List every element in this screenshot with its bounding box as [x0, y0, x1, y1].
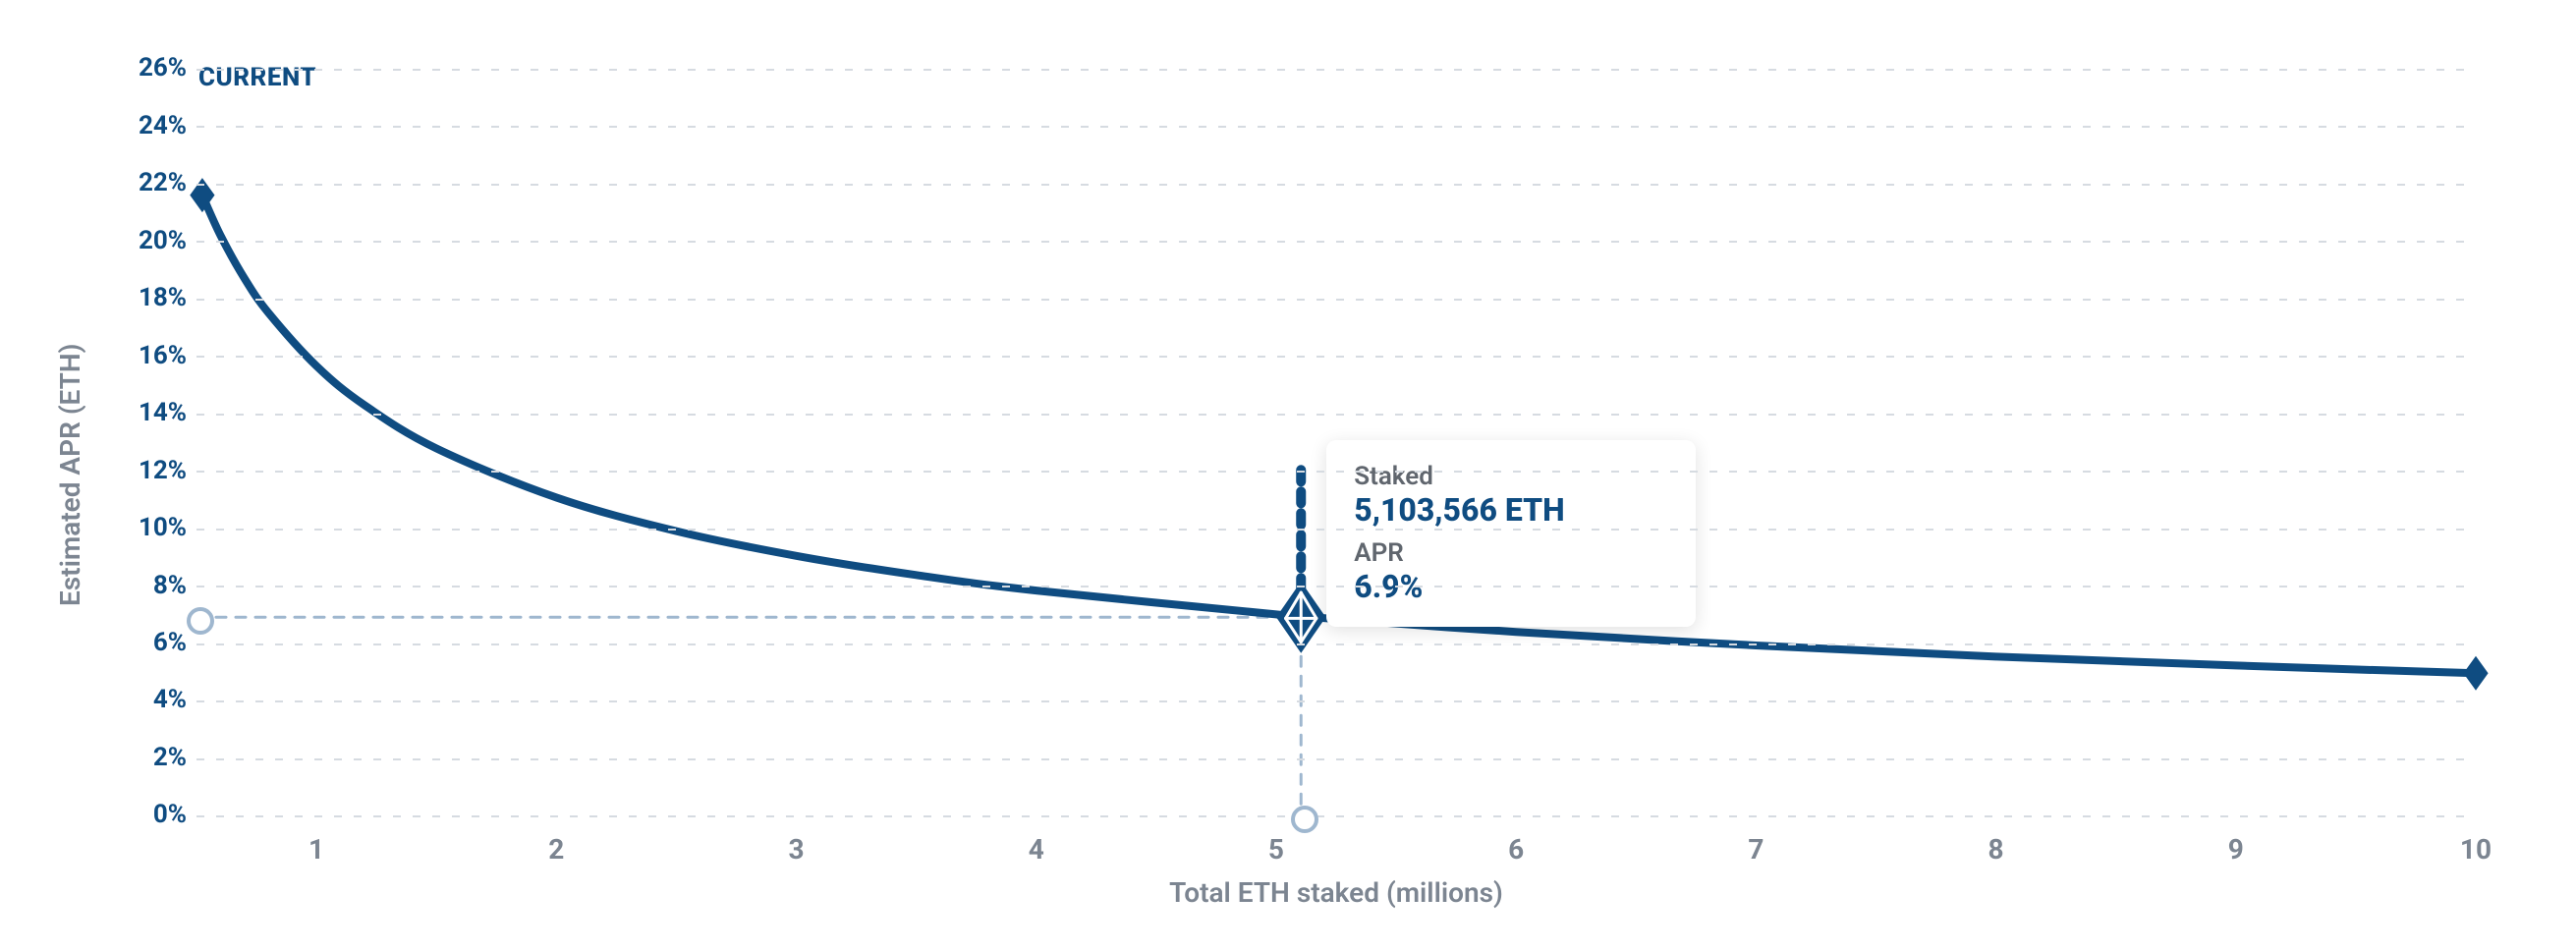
- y-tick-label: 6%: [118, 628, 187, 657]
- y-tick-label: 8%: [118, 571, 187, 600]
- gridline-h: [196, 758, 2476, 760]
- tooltip-staked-label: Staked: [1354, 462, 1668, 491]
- gridline-h: [196, 815, 2476, 817]
- y-tick-label: 14%: [118, 398, 187, 427]
- x-axis-title: Total ETH staked (millions): [1120, 876, 1552, 909]
- gridline-h: [196, 529, 2476, 531]
- x-tick-label: 8: [1957, 833, 2036, 866]
- x-tick-label: 1: [277, 833, 356, 866]
- y-tick-label: 26%: [118, 53, 187, 83]
- x-tick-label: 5: [1237, 833, 1316, 866]
- gridline-h: [196, 643, 2476, 645]
- gridline-h: [196, 241, 2476, 243]
- y-tick-label: 10%: [118, 513, 187, 542]
- y-tick-label: 4%: [118, 685, 187, 714]
- x-tick-label: 6: [1477, 833, 1555, 866]
- x-tick-label: 2: [517, 833, 595, 866]
- tooltip-staked-value: 5,103,566 ETH: [1354, 491, 1668, 529]
- y-tick-label: 12%: [118, 456, 187, 485]
- y-tick-label: 20%: [118, 226, 187, 255]
- gridline-h: [196, 471, 2476, 473]
- gridline-h: [196, 299, 2476, 301]
- y-tick-label: 18%: [118, 283, 187, 312]
- y-tick-label: 0%: [118, 800, 187, 829]
- gridline-h: [196, 414, 2476, 416]
- endpoint-end-marker: [2463, 656, 2488, 691]
- x-tick-label: 7: [1716, 833, 1795, 866]
- gridline-h: [196, 586, 2476, 587]
- apr-chart: Estimated APR (ETH) Total ETH staked (mi…: [0, 0, 2576, 951]
- x-tick-label: 4: [997, 833, 1076, 866]
- y-tick-label: 24%: [118, 111, 187, 140]
- guide-origin-circle: [1291, 806, 1318, 833]
- gridline-h: [196, 356, 2476, 358]
- current-tooltip: Staked 5,103,566 ETH APR 6.9%: [1326, 440, 1696, 627]
- gridline-h: [196, 184, 2476, 186]
- gridline-h: [196, 126, 2476, 128]
- y-tick-label: 22%: [118, 168, 187, 197]
- y-axis-title: Estimated APR (ETH): [54, 344, 86, 606]
- x-tick-label: 3: [757, 833, 836, 866]
- y-tick-label: 16%: [118, 341, 187, 370]
- x-tick-label: 10: [2436, 833, 2515, 866]
- x-tick-label: 9: [2197, 833, 2275, 866]
- y-tick-label: 2%: [118, 743, 187, 772]
- gridline-h: [196, 700, 2476, 702]
- gridline-h: [196, 69, 2476, 71]
- tooltip-apr-label: APR: [1354, 538, 1668, 568]
